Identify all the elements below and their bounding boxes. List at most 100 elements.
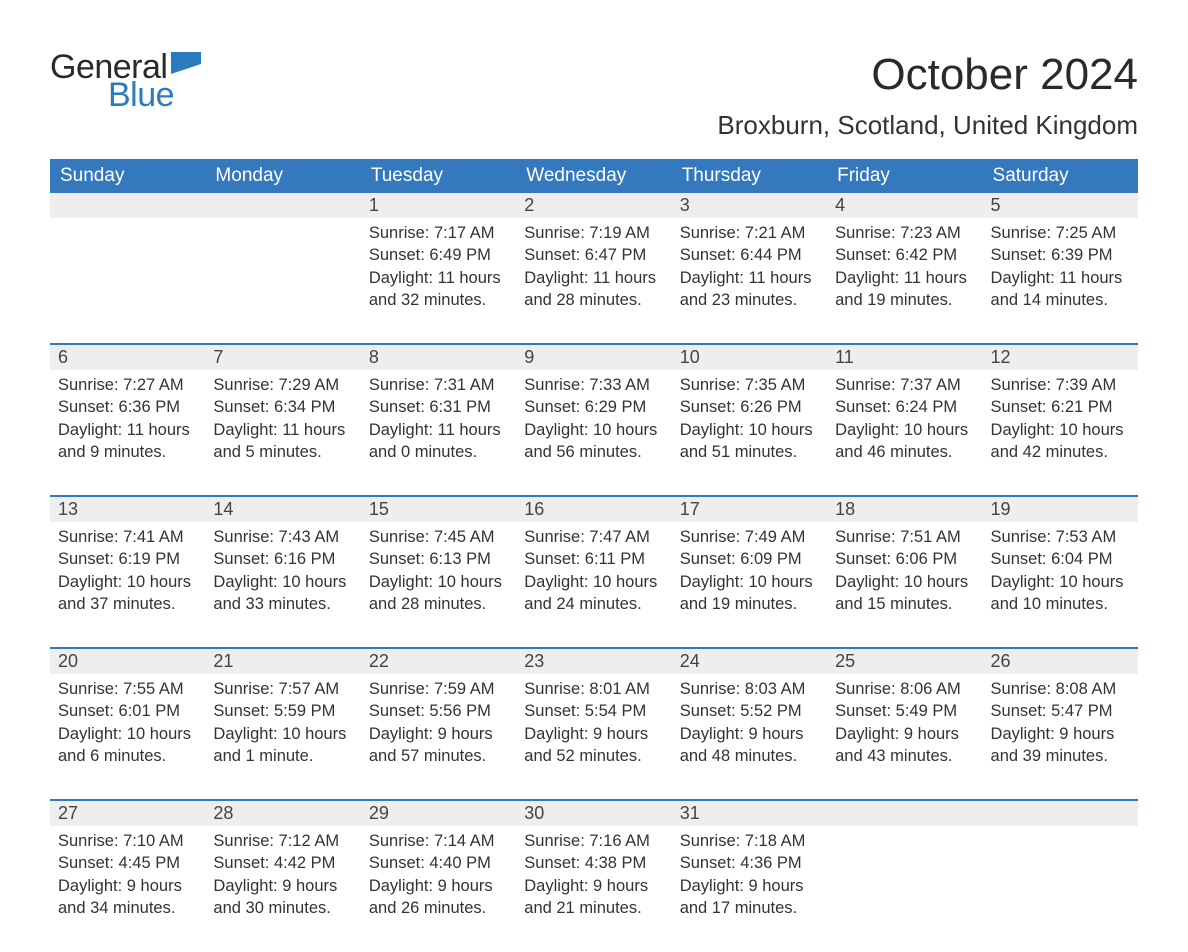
daylight-text: Daylight: 10 hours (213, 723, 352, 745)
daylight-text: Daylight: 9 hours (524, 875, 663, 897)
day-data-cell: Sunrise: 7:49 AMSunset: 6:09 PMDaylight:… (672, 522, 827, 648)
sunset-text: Sunset: 6:26 PM (680, 396, 819, 418)
day-number-row: 20212223242526 (50, 648, 1138, 674)
day-data-cell: Sunrise: 7:17 AMSunset: 6:49 PMDaylight:… (361, 218, 516, 344)
sunrise-text: Sunrise: 7:47 AM (524, 526, 663, 548)
sunrise-text: Sunrise: 7:53 AM (991, 526, 1130, 548)
dayheader-sun: Sunday (50, 159, 205, 193)
daylight-text: and 37 minutes. (58, 593, 197, 615)
day-data-row: Sunrise: 7:10 AMSunset: 4:45 PMDaylight:… (50, 826, 1138, 952)
sunset-text: Sunset: 6:21 PM (991, 396, 1130, 418)
daylight-text: Daylight: 10 hours (524, 419, 663, 441)
title-block: October 2024 Broxburn, Scotland, United … (717, 50, 1138, 141)
day-number-cell: 18 (827, 496, 982, 522)
sunset-text: Sunset: 6:36 PM (58, 396, 197, 418)
day-number-cell: 3 (672, 193, 827, 218)
location-subtitle: Broxburn, Scotland, United Kingdom (717, 110, 1138, 141)
dayheader-thu: Thursday (672, 159, 827, 193)
sunrise-text: Sunrise: 7:45 AM (369, 526, 508, 548)
day-data-cell: Sunrise: 7:47 AMSunset: 6:11 PMDaylight:… (516, 522, 671, 648)
daylight-text: and 19 minutes. (835, 289, 974, 311)
day-data-cell: Sunrise: 7:51 AMSunset: 6:06 PMDaylight:… (827, 522, 982, 648)
day-number-cell: 28 (205, 800, 360, 826)
dayheader-mon: Monday (205, 159, 360, 193)
daylight-text: Daylight: 9 hours (369, 875, 508, 897)
day-data-cell: Sunrise: 7:41 AMSunset: 6:19 PMDaylight:… (50, 522, 205, 648)
day-data-cell: Sunrise: 7:14 AMSunset: 4:40 PMDaylight:… (361, 826, 516, 952)
daylight-text: Daylight: 9 hours (58, 875, 197, 897)
day-data-row: Sunrise: 7:17 AMSunset: 6:49 PMDaylight:… (50, 218, 1138, 344)
day-data-cell: Sunrise: 8:08 AMSunset: 5:47 PMDaylight:… (983, 674, 1138, 800)
sunset-text: Sunset: 6:24 PM (835, 396, 974, 418)
sunset-text: Sunset: 4:40 PM (369, 852, 508, 874)
daylight-text: Daylight: 11 hours (369, 267, 508, 289)
sunrise-text: Sunrise: 7:23 AM (835, 222, 974, 244)
day-number-cell: 24 (672, 648, 827, 674)
daylight-text: and 28 minutes. (524, 289, 663, 311)
daylight-text: Daylight: 11 hours (369, 419, 508, 441)
daylight-text: and 9 minutes. (58, 441, 197, 463)
daylight-text: Daylight: 10 hours (991, 419, 1130, 441)
sunset-text: Sunset: 6:01 PM (58, 700, 197, 722)
day-number-cell: 10 (672, 344, 827, 370)
day-number-cell: 5 (983, 193, 1138, 218)
page-title: October 2024 (717, 50, 1138, 100)
sunrise-text: Sunrise: 7:57 AM (213, 678, 352, 700)
day-number-cell: 7 (205, 344, 360, 370)
sunrise-text: Sunrise: 7:29 AM (213, 374, 352, 396)
sunset-text: Sunset: 4:45 PM (58, 852, 197, 874)
daylight-text: and 42 minutes. (991, 441, 1130, 463)
sunrise-text: Sunrise: 7:21 AM (680, 222, 819, 244)
daylight-text: and 57 minutes. (369, 745, 508, 767)
day-number-cell: 30 (516, 800, 671, 826)
day-number-cell: 4 (827, 193, 982, 218)
day-data-cell: Sunrise: 8:06 AMSunset: 5:49 PMDaylight:… (827, 674, 982, 800)
sunrise-text: Sunrise: 7:49 AM (680, 526, 819, 548)
daylight-text: and 17 minutes. (680, 897, 819, 919)
day-data-cell: Sunrise: 8:01 AMSunset: 5:54 PMDaylight:… (516, 674, 671, 800)
sunrise-text: Sunrise: 8:08 AM (991, 678, 1130, 700)
sunrise-text: Sunrise: 7:39 AM (991, 374, 1130, 396)
daylight-text: Daylight: 9 hours (680, 875, 819, 897)
daylight-text: and 14 minutes. (991, 289, 1130, 311)
daylight-text: and 52 minutes. (524, 745, 663, 767)
day-data-cell: Sunrise: 7:59 AMSunset: 5:56 PMDaylight:… (361, 674, 516, 800)
day-number-cell: 8 (361, 344, 516, 370)
sunrise-text: Sunrise: 7:31 AM (369, 374, 508, 396)
day-number-cell: 20 (50, 648, 205, 674)
sunrise-text: Sunrise: 7:19 AM (524, 222, 663, 244)
sunrise-text: Sunrise: 7:43 AM (213, 526, 352, 548)
sunrise-text: Sunrise: 8:06 AM (835, 678, 974, 700)
day-number-cell: 29 (361, 800, 516, 826)
daylight-text: Daylight: 10 hours (680, 571, 819, 593)
sunrise-text: Sunrise: 7:27 AM (58, 374, 197, 396)
dayheader-tue: Tuesday (361, 159, 516, 193)
day-number-row: 2728293031 (50, 800, 1138, 826)
day-number-cell: 11 (827, 344, 982, 370)
daylight-text: and 1 minute. (213, 745, 352, 767)
sunset-text: Sunset: 4:42 PM (213, 852, 352, 874)
day-number-row: 13141516171819 (50, 496, 1138, 522)
sunset-text: Sunset: 5:59 PM (213, 700, 352, 722)
sunset-text: Sunset: 6:39 PM (991, 244, 1130, 266)
day-data-cell: Sunrise: 7:19 AMSunset: 6:47 PMDaylight:… (516, 218, 671, 344)
day-number-cell: 6 (50, 344, 205, 370)
daylight-text: Daylight: 9 hours (369, 723, 508, 745)
day-number-cell: 2 (516, 193, 671, 218)
day-data-cell (50, 218, 205, 344)
sunrise-text: Sunrise: 7:33 AM (524, 374, 663, 396)
daylight-text: Daylight: 11 hours (524, 267, 663, 289)
daylight-text: and 10 minutes. (991, 593, 1130, 615)
day-number-cell: 15 (361, 496, 516, 522)
daylight-text: and 43 minutes. (835, 745, 974, 767)
day-data-row: Sunrise: 7:55 AMSunset: 6:01 PMDaylight:… (50, 674, 1138, 800)
day-number-cell: 22 (361, 648, 516, 674)
day-number-cell: 26 (983, 648, 1138, 674)
day-data-cell (827, 826, 982, 952)
day-data-cell: Sunrise: 7:12 AMSunset: 4:42 PMDaylight:… (205, 826, 360, 952)
brand-logo: General Blue (50, 50, 201, 112)
daylight-text: Daylight: 9 hours (213, 875, 352, 897)
day-number-cell: 27 (50, 800, 205, 826)
daylight-text: Daylight: 9 hours (680, 723, 819, 745)
day-number-row: 6789101112 (50, 344, 1138, 370)
